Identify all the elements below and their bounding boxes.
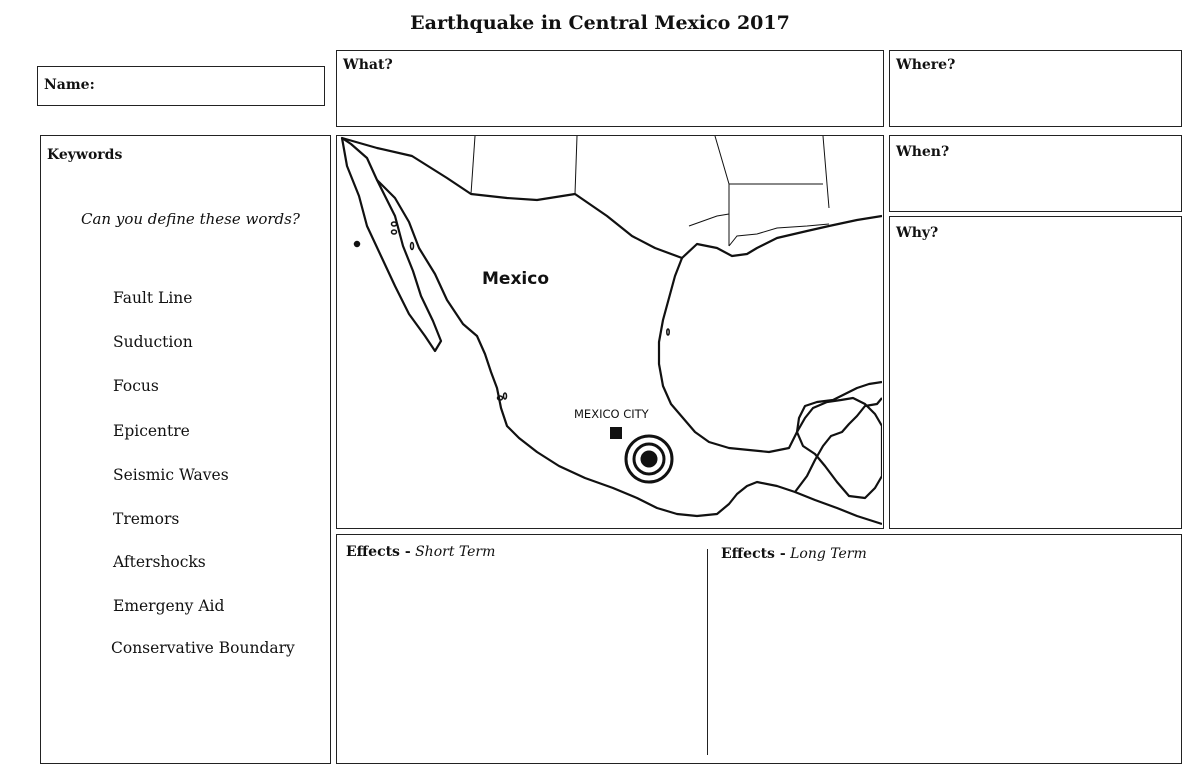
island xyxy=(353,240,361,248)
keyword-item: Epicentre xyxy=(113,422,190,440)
short-term-heading: Effects - Short Term xyxy=(346,544,495,560)
keywords-heading: Keywords xyxy=(47,147,123,163)
border-line xyxy=(714,136,730,246)
effects-panel: Effects - Short Term Effects - Long Term xyxy=(336,534,1182,764)
what-label: What? xyxy=(343,57,393,73)
border-line xyxy=(688,213,730,227)
keyword-item: Emergeny Aid xyxy=(113,597,225,615)
keywords-prompt: Can you define these words? xyxy=(81,210,300,228)
island xyxy=(666,328,670,336)
border-line xyxy=(574,136,578,195)
island xyxy=(496,395,504,401)
city-label: MEXICO CITY xyxy=(574,407,650,421)
why-box[interactable]: Why? xyxy=(889,216,1182,529)
island xyxy=(502,392,508,400)
keyword-item: Aftershocks xyxy=(113,553,206,571)
why-label: Why? xyxy=(896,225,939,241)
central-america xyxy=(794,490,882,526)
island xyxy=(390,221,398,227)
when-box[interactable]: When? xyxy=(889,135,1182,212)
when-label: When? xyxy=(896,144,950,160)
border-line xyxy=(822,136,830,209)
short-term-label: Short Term xyxy=(415,544,496,560)
yucatan-peninsula xyxy=(795,396,882,500)
what-box[interactable]: What? xyxy=(336,50,884,127)
border-line xyxy=(728,223,830,247)
long-term-heading: Effects - Long Term xyxy=(721,546,867,562)
name-field[interactable]: Name: xyxy=(37,66,325,106)
mexico-mainland-coast xyxy=(376,179,882,518)
where-label: Where? xyxy=(896,57,956,73)
keywords-panel: Keywords Can you define these words? Fau… xyxy=(40,135,331,764)
gulf-coast xyxy=(657,257,882,454)
island xyxy=(390,229,398,235)
us-border-line xyxy=(341,136,882,260)
map-panel: Mexico MEXICO CITY xyxy=(336,135,884,529)
border-line xyxy=(470,136,476,195)
country-label: Mexico xyxy=(482,269,549,289)
keyword-item: Tremors xyxy=(113,510,180,528)
keyword-item: Seismic Waves xyxy=(113,466,229,484)
where-box[interactable]: Where? xyxy=(889,50,1182,127)
long-term-label: Long Term xyxy=(790,546,867,562)
epicentre-marker xyxy=(624,434,674,484)
short-term-prefix: Effects - xyxy=(346,544,411,560)
effects-divider xyxy=(707,549,708,755)
keyword-item: Suduction xyxy=(113,333,193,351)
page-title: Earthquake in Central Mexico 2017 xyxy=(410,12,790,34)
keyword-item: Fault Line xyxy=(113,289,193,307)
city-marker xyxy=(610,427,622,439)
keyword-item: Focus xyxy=(113,377,159,395)
island xyxy=(409,241,415,251)
name-label: Name: xyxy=(44,77,95,93)
mexico-map: Mexico MEXICO CITY xyxy=(340,136,882,526)
long-term-prefix: Effects - xyxy=(721,546,786,562)
keyword-item: Conservative Boundary xyxy=(111,639,295,657)
